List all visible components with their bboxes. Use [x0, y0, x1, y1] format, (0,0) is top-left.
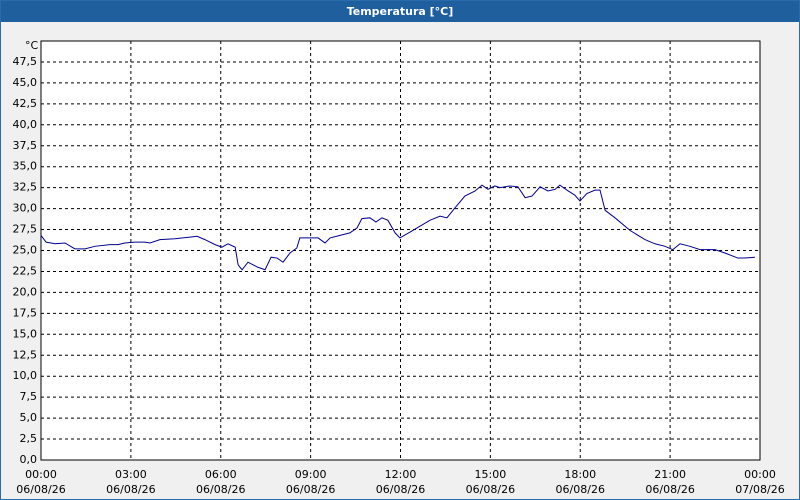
x-tick-label: 09:00: [295, 468, 327, 481]
x-tick-date: 07/08/26: [735, 483, 784, 496]
x-tick-date: 06/08/26: [16, 483, 65, 496]
y-tick-label: 37,5: [13, 139, 38, 152]
y-tick-label: 12,5: [13, 348, 38, 361]
x-tick-label: 00:00: [744, 468, 776, 481]
y-tick-label: 7,5: [20, 390, 38, 403]
plot-frame: [40, 40, 761, 461]
x-tick-date: 06/08/26: [376, 483, 425, 496]
x-tick-date: 06/08/26: [645, 483, 694, 496]
x-tick-label: 15:00: [475, 468, 507, 481]
x-tick-date: 06/08/26: [556, 483, 605, 496]
x-tick-date: 06/08/26: [466, 483, 515, 496]
y-tick-label: 32,5: [13, 181, 38, 194]
y-tick-label: 45,0: [13, 76, 38, 89]
y-tick-label: 30,0: [13, 202, 38, 215]
y-tick-label: 10,0: [13, 369, 38, 382]
y-tick-label: 2,5: [20, 432, 38, 445]
x-tick-label: 21:00: [654, 468, 686, 481]
y-tick-label: 27,5: [13, 223, 38, 236]
y-tick-label: 35,0: [13, 160, 38, 173]
y-tick-label: 40,0: [13, 118, 38, 131]
y-tick-label: 0,0: [20, 453, 38, 466]
y-unit: °C: [25, 39, 39, 52]
y-tick-label: 20,0: [13, 285, 38, 298]
title-bar: Temperatura [°C]: [1, 1, 799, 22]
x-tick-label: 03:00: [115, 468, 147, 481]
x-tick-date: 06/08/26: [106, 483, 155, 496]
x-tick-date: 06/08/26: [196, 483, 245, 496]
y-tick-label: 42,5: [13, 97, 38, 110]
x-tick-label: 00:00: [25, 468, 57, 481]
x-tick-date: 06/08/26: [286, 483, 335, 496]
y-tick-label: 47,5: [13, 55, 38, 68]
y-tick-label: 22,5: [13, 264, 38, 277]
data-line: [40, 184, 755, 271]
y-tick-label: 15,0: [13, 327, 38, 340]
x-tick-label: 06:00: [205, 468, 237, 481]
y-tick-label: 25,0: [13, 244, 38, 257]
y-tick-label: 17,5: [13, 306, 38, 319]
x-tick-label: 12:00: [385, 468, 417, 481]
y-tick-label: 5,0: [20, 411, 38, 424]
x-tick-label: 18:00: [564, 468, 596, 481]
